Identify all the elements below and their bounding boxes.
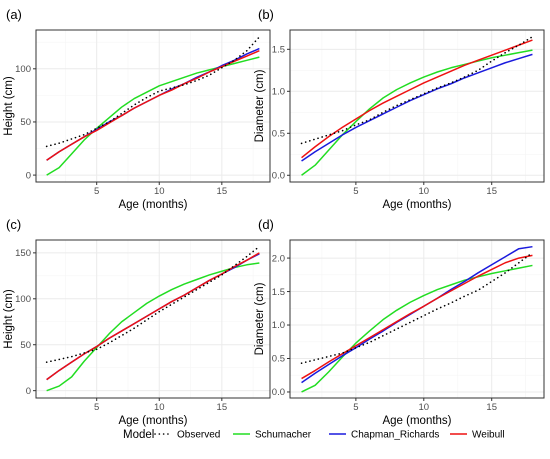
legend: Model Observed Schumacher Chapman_Richards… — [123, 429, 505, 441]
series-line-schumacher — [301, 49, 533, 176]
series-line-observed — [300, 251, 534, 364]
chart-panel-d: 5 10 15 0.0 0.5 1.0 1.5 2.0 Age (months) Diameter… — [254, 217, 545, 427]
legend-item-observed: Observed — [154, 430, 220, 441]
legend-label: Weibull — [472, 430, 505, 441]
legend-item-weibull: Weibull — [450, 430, 505, 441]
x-tick-label: 5 — [94, 402, 99, 413]
panel-tag: (b) — [258, 7, 274, 22]
chart-panel-a: 5 10 15 0 50 100 Age (months) Height (cm) (a) — [3, 7, 271, 211]
x-tick-label: 5 — [353, 402, 358, 413]
y-tick-label: 0 — [26, 386, 31, 397]
x-axis-title: Age (months) — [382, 415, 451, 427]
legend-item-schumacher: Schumacher — [233, 430, 312, 441]
plot-area — [36, 30, 270, 182]
legend-item-chapman-richards: Chapman_Richards — [329, 430, 439, 441]
y-tick-label: 1.0 — [272, 87, 285, 98]
series-line-weibull — [46, 50, 260, 161]
legend-items: Observed Schumacher Chapman_Richards Weibul… — [154, 430, 505, 441]
x-axis-title: Age (months) — [118, 415, 187, 427]
legend-label: Chapman_Richards — [351, 430, 439, 441]
plot-area — [36, 240, 270, 398]
x-axis-title: Age (months) — [118, 199, 187, 211]
y-axis-title: Height (cm) — [3, 289, 15, 349]
series-line-schumacher — [301, 264, 533, 393]
x-tick-label: 10 — [154, 402, 165, 413]
x-tick-label: 15 — [486, 402, 497, 413]
x-tick-label: 5 — [353, 186, 358, 197]
y-tick-label: 150 — [15, 248, 31, 259]
series-line-weibull — [301, 39, 533, 159]
panel-border — [35, 239, 271, 399]
panel-border — [35, 29, 271, 183]
y-axis-title: Diameter (cm) — [254, 69, 266, 142]
x-tick-label: 10 — [419, 186, 430, 197]
y-tick-label: 0 — [26, 170, 31, 181]
panel-border — [289, 29, 545, 183]
panel-tag: (a) — [6, 7, 22, 22]
y-tick-label: 0.5 — [272, 128, 285, 139]
y-tick-label: 0.0 — [272, 170, 285, 181]
y-axis-title: Height (cm) — [3, 76, 15, 136]
legend-label: Observed — [177, 430, 220, 441]
chart-panel-b: 5 10 15 0.0 0.5 1.0 1.5 Age (months) Diameter (c… — [254, 7, 545, 211]
y-tick-label: 50 — [20, 340, 31, 351]
x-tick-label: 5 — [94, 186, 99, 197]
y-tick-label: 2.0 — [272, 253, 285, 264]
x-tick-label: 15 — [486, 186, 497, 197]
y-tick-label: 100 — [15, 64, 31, 75]
y-axis-title: Diameter (cm) — [254, 282, 266, 355]
x-tick-label: 15 — [217, 402, 228, 413]
y-tick-label: 50 — [20, 117, 31, 128]
panel-tag: (d) — [258, 217, 274, 232]
legend-title: Model — [123, 429, 154, 441]
x-axis-title: Age (months) — [382, 199, 451, 211]
series-line-observed — [300, 35, 534, 145]
y-tick-label: 1.5 — [272, 287, 285, 298]
y-tick-label: 0.5 — [272, 354, 285, 365]
y-tick-label: 1.5 — [272, 45, 285, 56]
legend-label: Schumacher — [255, 430, 312, 441]
series-line-weibull — [46, 252, 260, 381]
panel-border — [289, 239, 545, 399]
x-tick-label: 10 — [419, 402, 430, 413]
y-tick-label: 100 — [15, 294, 31, 305]
panel-tag: (c) — [6, 217, 21, 232]
y-tick-label: 1.0 — [272, 320, 285, 331]
y-tick-label: 0.0 — [272, 387, 285, 398]
x-tick-label: 15 — [217, 186, 228, 197]
series-line-weibull — [301, 254, 533, 380]
x-tick-label: 10 — [154, 186, 165, 197]
series-line-schumacher — [46, 262, 260, 392]
